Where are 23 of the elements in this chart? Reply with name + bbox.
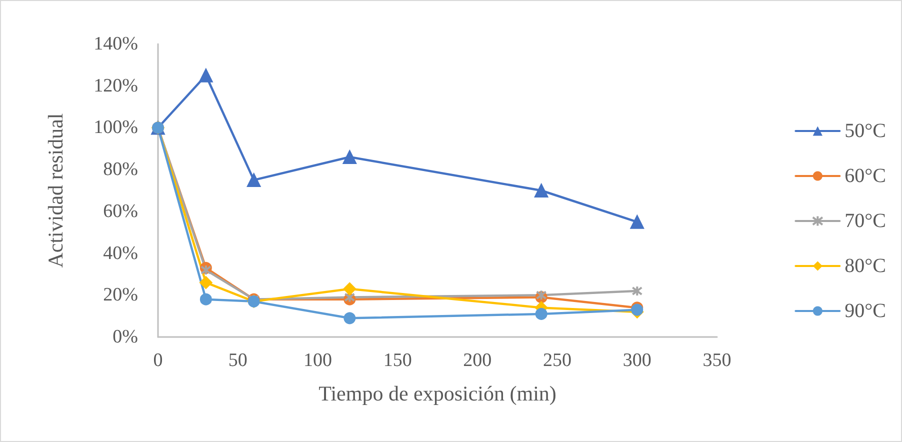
legend-label: 90°C — [844, 300, 886, 322]
x-axis-title: Tiempo de exposición (min) — [318, 382, 556, 406]
legend-label: 60°C — [844, 165, 886, 187]
x-tick-label: 50 — [228, 350, 248, 371]
y-axis-title: Actividad residual — [44, 113, 68, 268]
x-tick-label: 350 — [702, 350, 732, 371]
x-tick-label: 100 — [303, 350, 332, 371]
x-tick-label: 150 — [383, 350, 412, 371]
y-tick-label: 100% — [94, 117, 138, 138]
y-tick-label: 40% — [103, 242, 138, 264]
y-tick-label: 20% — [103, 284, 138, 306]
legend-label: 70°C — [844, 210, 886, 232]
x-tick-label: 200 — [463, 350, 492, 371]
y-tick-label: 80% — [103, 159, 138, 180]
legend-label: 50°C — [844, 120, 886, 142]
y-tick-label: 140% — [94, 34, 138, 54]
legend-label: 80°C — [844, 255, 886, 277]
x-tick-label: 0 — [153, 350, 163, 371]
y-tick-label: 60% — [103, 200, 138, 222]
x-tick-label: 300 — [622, 350, 652, 371]
y-tick-label: 120% — [94, 75, 138, 96]
y-tick-label: 0% — [112, 326, 138, 348]
x-tick-label: 250 — [543, 350, 572, 371]
